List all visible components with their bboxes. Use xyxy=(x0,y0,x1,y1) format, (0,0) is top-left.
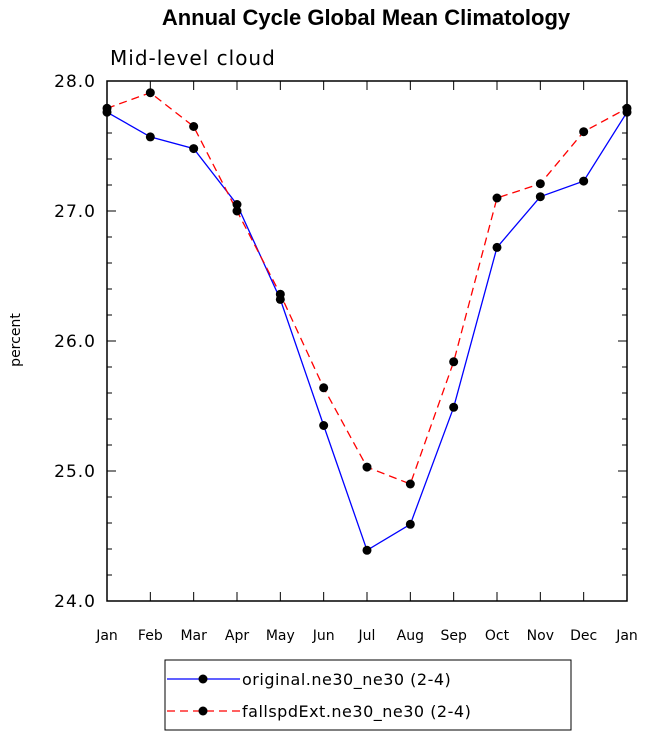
series-1-point xyxy=(579,127,589,137)
series-0-point xyxy=(232,200,242,209)
legend-label-fallspdext: fallspdExt.ne30_ne30 (2-4) xyxy=(242,702,471,722)
chart-subtitle: Mid-level cloud xyxy=(110,46,276,70)
series-1-point xyxy=(449,357,459,367)
series-1-point xyxy=(102,103,112,113)
x-tick-label: Jan xyxy=(95,628,118,644)
axis-ticks xyxy=(106,80,628,602)
legend-label-original: original.ne30_ne30 (2-4) xyxy=(242,670,451,690)
legend-box xyxy=(164,659,572,731)
series-line-0 xyxy=(106,111,628,552)
series-1-point xyxy=(405,479,415,489)
series-1-point xyxy=(535,179,545,189)
y-tick-label: 28.0 xyxy=(54,72,96,92)
series-0-point xyxy=(579,176,589,186)
series-1-point xyxy=(275,289,285,299)
x-tick-label: Jul xyxy=(358,628,376,644)
x-tick-label: May xyxy=(266,628,295,644)
series-1-point xyxy=(145,88,155,98)
series-line-1 xyxy=(106,91,628,485)
x-tick-label: Jun xyxy=(312,628,335,644)
plot-frame xyxy=(106,80,628,602)
legend: original.ne30_ne30 (2-4) fallspdExt.ne30… xyxy=(164,659,572,731)
x-tick-label: Apr xyxy=(225,628,249,644)
legend-marker-fallspdext xyxy=(198,706,208,716)
y-tick-label: 24.0 xyxy=(54,592,96,612)
y-tick-label: 27.0 xyxy=(54,202,96,222)
x-tick-label: Mar xyxy=(180,628,207,644)
x-tick-label: Aug xyxy=(397,628,424,644)
series-0-point xyxy=(405,519,415,529)
series-layer xyxy=(102,88,632,555)
y-axis-label: percent xyxy=(8,313,24,367)
series-1-point xyxy=(232,206,242,216)
x-tick-label: Feb xyxy=(138,628,163,644)
chart-title: Annual Cycle Global Mean Climatology xyxy=(162,5,571,30)
series-0-point xyxy=(319,421,329,430)
series-1-point xyxy=(319,383,329,393)
legend-marker-original xyxy=(198,674,208,684)
series-0-point xyxy=(492,242,502,252)
y-tick-label: 25.0 xyxy=(54,462,96,482)
tick-labels: Jan Feb Mar Apr May Jun Jul Aug Sep Oct Nov Dec Jan 2… xyxy=(54,72,638,644)
x-tick-label: Nov xyxy=(527,628,554,644)
series-1-point xyxy=(492,193,502,203)
series-0-point xyxy=(189,144,199,154)
series-0-point xyxy=(145,132,155,142)
series-1-point xyxy=(622,103,632,113)
series-0-point xyxy=(362,545,372,555)
series-1-point xyxy=(362,462,372,472)
x-tick-label: Oct xyxy=(485,628,510,644)
series-0-point xyxy=(449,402,459,412)
y-tick-label: 26.0 xyxy=(54,332,96,352)
series-1-point xyxy=(189,122,199,131)
x-tick-label: Sep xyxy=(440,628,467,644)
x-tick-label: Jan xyxy=(615,628,638,644)
x-tick-label: Dec xyxy=(570,628,597,644)
series-0-point xyxy=(535,192,545,202)
